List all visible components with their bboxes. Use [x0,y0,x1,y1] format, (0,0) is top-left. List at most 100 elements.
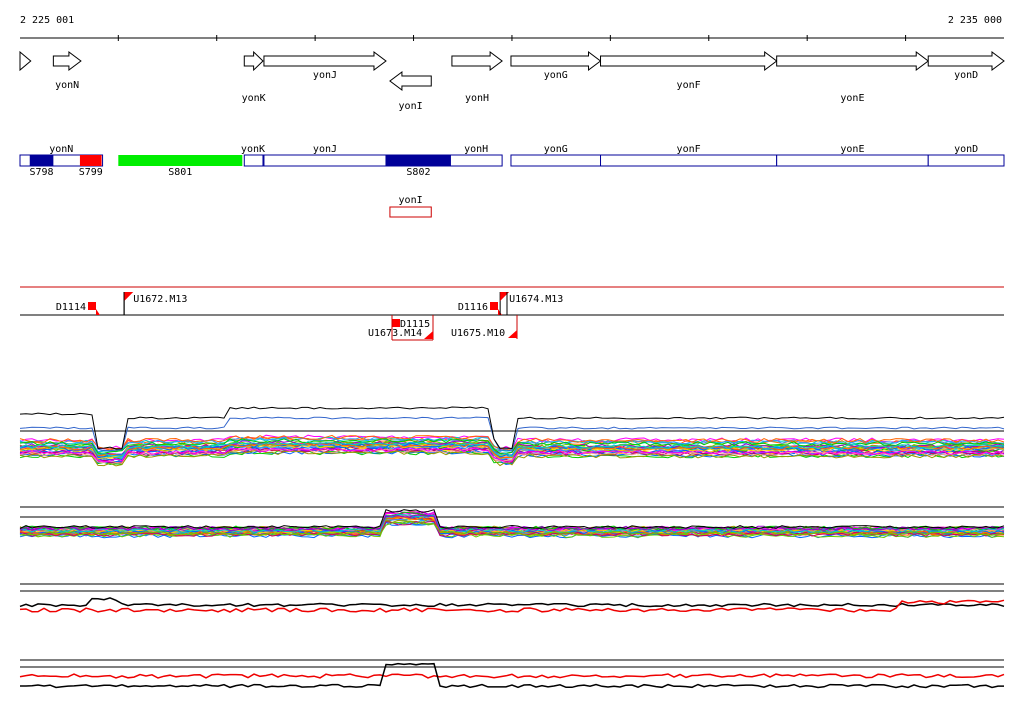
profile-condition-line [19,514,1005,532]
segment-label: yonI [399,195,423,206]
transcript-D1116[interactable]: D1116 [458,302,502,315]
gene-arrow[interactable] [263,51,387,71]
segment-yonK[interactable]: yonK [241,144,265,167]
region-S802[interactable]: S802 [385,155,451,178]
transcript-D1114[interactable]: D1114 [56,302,100,315]
region-label: S799 [79,167,103,178]
segment-track: yonN yonK yonJ yonH yonG yonF yonE yonD S798 S799… [19,144,1005,218]
expression-profile-strand-pair-1 [19,583,1005,613]
expression-profile-multi-condition-2 [19,506,1005,539]
transcript-end-marker [490,302,498,310]
region-fill[interactable] [79,155,102,166]
profile-max-line [19,509,1005,530]
segment-box[interactable] [600,154,778,167]
segment-box[interactable] [510,154,602,167]
gene-label: yonH [465,93,489,104]
segment-label: yonK [241,144,265,155]
region-fill[interactable] [118,155,243,166]
gene-yonD[interactable]: yonD [927,51,1005,81]
gene-yonN[interactable]: yonN [52,51,82,91]
profile-condition-line [19,448,1005,464]
expression-profile-strand-pair-2 [19,659,1005,689]
transcript-label: D1115 [400,319,430,330]
profile-forward-line [19,673,1005,679]
segment-box[interactable] [19,154,104,167]
segment-box[interactable] [776,154,929,167]
axis-end-label: 2 235 000 [948,15,1002,26]
segment-yonD[interactable]: yonD [927,144,1005,167]
gene-arrow[interactable] [600,51,778,71]
segment-yonJ[interactable]: yonJ [263,144,387,167]
gene-yonG[interactable]: yonG [510,51,602,81]
profile-condition-line [19,521,1005,537]
gene-label: yonF [677,80,701,91]
region-S801[interactable]: S801 [118,155,243,178]
gene-arrow[interactable] [243,50,264,72]
segment-box[interactable] [927,154,1005,167]
gene-arrow[interactable] [451,51,503,71]
transcript-U1672.M13[interactable]: U1672.M13 [123,292,187,315]
region-label: S798 [30,167,54,178]
region-label: S801 [168,167,192,178]
gene-label: yonN [55,80,79,91]
gene-arrow[interactable] [19,50,32,72]
segment-yonG[interactable]: yonG [510,144,602,167]
transcript-label: U1673.M14 [368,328,422,339]
segment-label: yonE [840,144,864,155]
profile-condition-line [19,441,1005,458]
gene-arrow[interactable] [510,51,602,71]
gene-label: yonG [544,70,568,81]
segment-label: yonN [49,144,73,155]
profile-reverse-line [19,599,1005,613]
gene-yonE[interactable]: yonE [776,51,930,104]
transcript-D1115[interactable]: D1115 [392,319,430,330]
segment-yonE[interactable]: yonE [776,144,929,167]
gene-track: yonN yonK yonJ yonI yonH yonG yonF yonE yonD [19,50,1005,112]
segment-yonN[interactable]: yonN [19,144,104,167]
transcript-end-marker [392,319,400,327]
segment-box[interactable] [243,154,264,167]
gene-yonJ[interactable]: yonJ [263,51,387,81]
transcript-U1675.M10[interactable]: U1675.M10 [451,315,518,339]
profile-forward-line [19,597,1005,608]
gene-yonK[interactable]: yonK [242,50,266,104]
transcript-label: U1674.M13 [509,294,563,305]
region-fill[interactable] [29,155,54,166]
gene-yonH[interactable]: yonH [451,51,503,104]
gene-arrow[interactable] [52,51,82,71]
segment-label: yonH [464,144,488,155]
transcript-label: U1675.M10 [451,328,505,339]
region-S799[interactable]: S799 [79,155,103,178]
gene-yonF[interactable]: yonF [600,51,778,91]
transcript-U1673.M14[interactable]: U1673.M14 [368,315,434,341]
segment-box[interactable] [389,206,432,218]
transcript-U1674.M13[interactable]: U1674.M13 [499,292,563,315]
gene-yonI[interactable]: yonI [389,71,432,112]
transcript-track: D1114 U1672.M13 D1116 U1674.M13 D1115U1673.M… [20,286,1004,341]
axis-start-label: 2 225 001 [20,15,74,26]
segment-box[interactable] [263,154,387,167]
transcript-start-marker [124,292,134,301]
transcript-end-marker [88,302,96,310]
region-fill[interactable] [385,155,451,166]
transcript-end-tip [96,309,100,315]
profile-condition-line [19,520,1005,537]
gene-label: yonI [399,101,423,112]
segment-label: yonG [544,144,568,155]
gene-partial[interactable] [19,50,32,72]
transcript-gap-lines [123,292,508,315]
transcript-label: D1114 [56,302,86,313]
transcript-label: D1116 [458,302,488,313]
segment-yonI[interactable]: yonI [389,195,432,218]
profile-condition-line [19,438,1005,454]
segment-yonF[interactable]: yonF [600,144,778,167]
gene-arrow[interactable] [389,71,432,91]
gene-arrow[interactable] [776,51,930,71]
profile-condition-line [19,447,1005,463]
profile-condition-line [19,450,1005,467]
region-S798[interactable]: S798 [30,155,54,178]
gene-label: yonJ [313,70,337,81]
gene-label: yonD [954,70,978,81]
gene-arrow[interactable] [927,51,1005,71]
